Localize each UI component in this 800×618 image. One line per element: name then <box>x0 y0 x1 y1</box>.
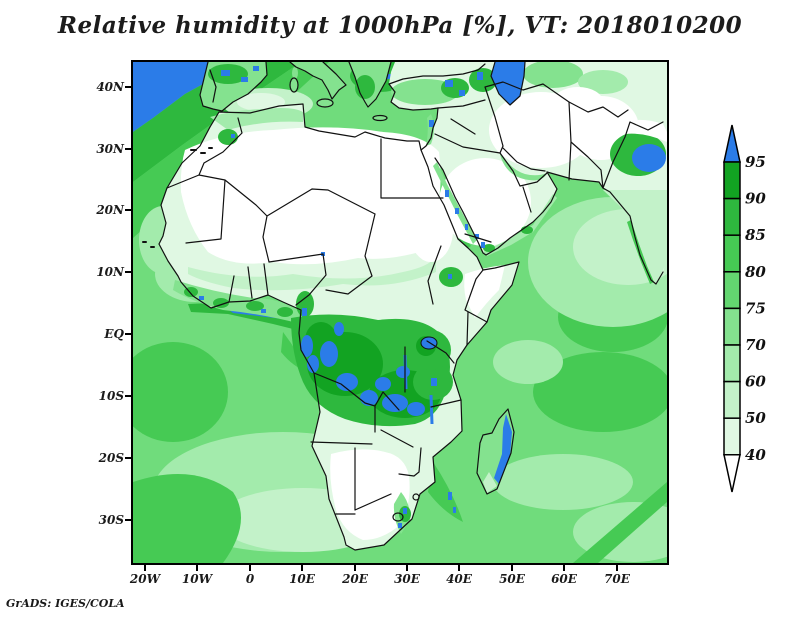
x-tick-label: 10W <box>181 572 213 586</box>
y-tick <box>125 271 133 273</box>
y-tick <box>125 333 133 335</box>
x-tick <box>196 563 198 571</box>
y-tick-label: 10S <box>98 389 124 403</box>
y-tick-label: 30S <box>98 513 124 527</box>
y-tick <box>125 86 133 88</box>
colorbar-legend: 95 90 85 80 75 70 60 50 40 <box>723 124 766 493</box>
x-tick-label: 30E <box>394 572 420 586</box>
italy <box>290 62 346 99</box>
x-tick <box>406 563 408 571</box>
x-tick-label: 20E <box>342 572 368 586</box>
y-tick-label: 20N <box>96 203 124 217</box>
colorbar-label: 60 <box>745 373 766 391</box>
x-tick <box>144 563 146 571</box>
y-tick <box>125 209 133 211</box>
border-layer <box>142 62 664 551</box>
land-layer <box>159 62 667 550</box>
x-tick <box>458 563 460 571</box>
colorbar-label: 80 <box>745 263 766 281</box>
x-tick-label: 20W <box>129 572 161 586</box>
colorbar-label: 70 <box>745 336 766 354</box>
colorbar-label: 75 <box>745 299 766 317</box>
colorbar-segment <box>723 380 741 419</box>
y-tick-label: 30N <box>96 142 124 156</box>
map-frame <box>131 60 669 565</box>
x-tick-label: 40E <box>446 572 472 586</box>
colorbar-label: 50 <box>745 409 766 427</box>
x-tick <box>616 563 618 571</box>
y-tick <box>125 395 133 397</box>
colorbar-segment <box>723 197 741 236</box>
x-tick-label: 60E <box>551 572 577 586</box>
grads-credit: GrADS: IGES/COLA <box>6 597 125 610</box>
colorbar-over-arrow <box>723 124 741 163</box>
colorbar-under-arrow <box>723 454 741 493</box>
y-tick <box>125 519 133 521</box>
page-title: Relative humidity at 1000hPa [%], VT: 20… <box>57 12 743 39</box>
africa-humidity-map <box>133 62 667 563</box>
x-tick <box>354 563 356 571</box>
x-tick-label: 0 <box>245 572 255 586</box>
colorbar-segment <box>723 307 741 346</box>
y-tick <box>125 148 133 150</box>
colorbar-segment <box>723 161 741 200</box>
x-tick <box>563 563 565 571</box>
colorbar-label: 85 <box>745 226 766 244</box>
colorbar-label: 90 <box>745 190 766 208</box>
lake-victoria <box>420 336 438 350</box>
colorbar-label: 40 <box>745 446 766 464</box>
colorbar-label: 95 <box>745 153 766 171</box>
x-tick <box>249 563 251 571</box>
x-tick-label: 70E <box>604 572 630 586</box>
y-tick-label: 20S <box>98 451 124 465</box>
x-tick <box>511 563 513 571</box>
x-tick <box>301 563 303 571</box>
y-tick-label: 10N <box>96 265 124 279</box>
colorbar-segment <box>723 417 741 456</box>
x-tick-label: 10E <box>289 572 315 586</box>
colorbar-segment <box>723 234 741 273</box>
y-tick-label: 40N <box>96 80 124 94</box>
y-tick <box>125 457 133 459</box>
colorbar-segment <box>723 344 741 383</box>
colorbar-segment <box>723 271 741 310</box>
y-tick-label: EQ <box>104 327 124 341</box>
x-tick-label: 50E <box>499 572 525 586</box>
